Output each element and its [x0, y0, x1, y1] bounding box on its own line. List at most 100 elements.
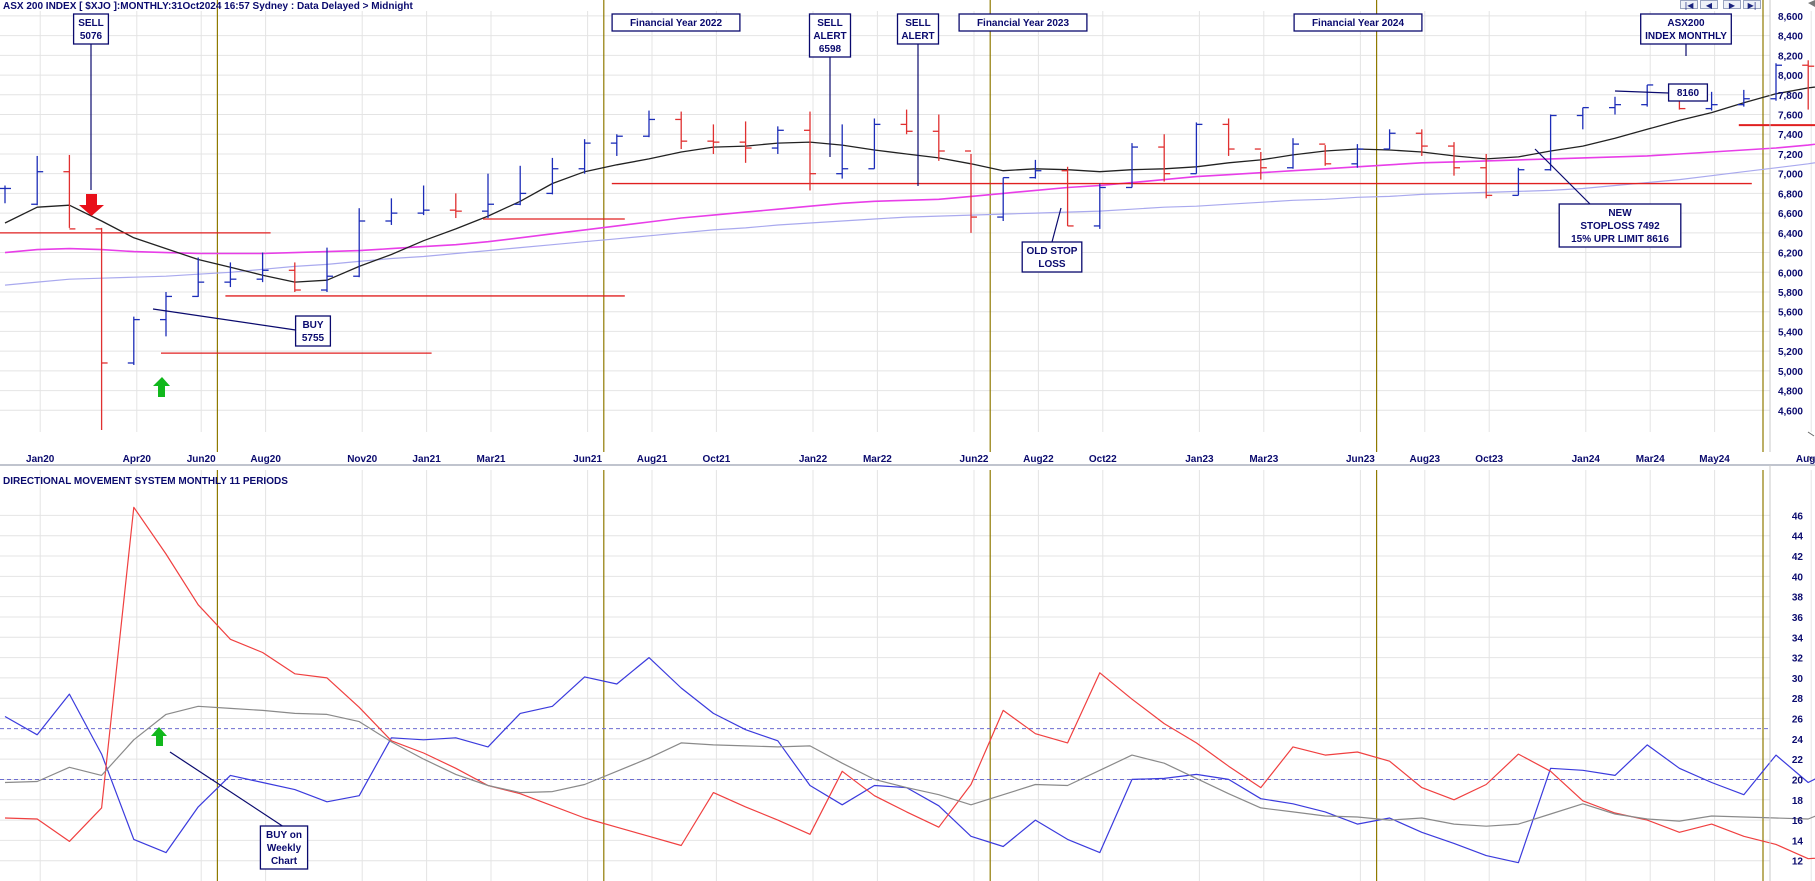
dmi-y-tick-label: 30 [1792, 674, 1804, 685]
ohlc-bar [610, 134, 623, 156]
price-y-tick-label: 7,400 [1778, 130, 1803, 141]
sell-alert-6598-box-text: 6598 [819, 44, 842, 55]
price-y-tick-label: 5,400 [1778, 327, 1803, 338]
ohlc-bar [256, 252, 269, 283]
buy-weekly-box-text: Weekly [267, 843, 302, 854]
ohlc-bar [1480, 153, 1493, 199]
dmi-y-tick-label: 18 [1792, 796, 1804, 807]
price-y-tick-label: 6,600 [1778, 209, 1803, 220]
annotation-leader [152, 308, 296, 331]
buy-weekly-box: BUY on Weekly Chart [259, 825, 309, 870]
annotation-leader [169, 751, 283, 827]
axis-scroll-marker [1807, 455, 1815, 461]
ohlc-bar [1802, 60, 1815, 110]
ohlc-bar [417, 185, 430, 216]
financial-year-lines [216, 0, 1764, 881]
price-y-tick-label: 7,000 [1778, 170, 1803, 181]
ohlc-bar [1609, 96, 1621, 115]
new-stoploss-box-text: 15% UPR LIMIT 8616 [1571, 234, 1669, 245]
new-stoploss-box: NEW STOPLOSS 7492 15% UPR LIMIT 8616 [1558, 203, 1682, 248]
dmi-y-tick-label: 46 [1792, 511, 1804, 522]
ohlc-bar [868, 118, 881, 170]
price-y-tick-label: 8,600 [1778, 12, 1803, 23]
ohlc-bar [1029, 159, 1042, 179]
moving-average-short [4, 86, 1815, 283]
x-tick-label: Jun21 [573, 454, 602, 465]
fy-2024-label-text: Financial Year 2024 [1312, 18, 1405, 29]
ohlc-bar [160, 291, 172, 337]
price-y-tick-label: 4,800 [1778, 387, 1803, 398]
ohlc-bar [449, 193, 462, 219]
ohlc-bar [288, 262, 301, 292]
price-y-tick-label: 5,000 [1778, 367, 1803, 378]
dmi-y-tick-label: 40 [1792, 572, 1804, 583]
dmi-y-tick-label: 12 [1792, 857, 1804, 868]
dmi-line-minus_di [4, 506, 1815, 860]
ohlc-bar [1061, 166, 1074, 227]
price-y-tick-label: 8,000 [1778, 71, 1803, 82]
last-8160-box-frame [1667, 83, 1709, 102]
ohlc-bar [1641, 84, 1654, 107]
moving-average-long [4, 162, 1815, 286]
old-stop-loss-box: OLD STOP LOSS [1021, 241, 1083, 273]
old-stop-loss-box-frame [1021, 241, 1083, 273]
dmi-panel-title: DIRECTIONAL MOVEMENT SYSTEM MONTHLY 11 P… [3, 476, 288, 487]
ohlc-bar [1287, 138, 1299, 169]
x-tick-label: Jan21 [412, 454, 441, 465]
ohlc-bar [739, 121, 752, 163]
price-y-tick-label: 7,200 [1778, 150, 1803, 161]
x-tick-label: Aug20 [250, 454, 281, 465]
ohlc-bar [932, 114, 945, 161]
x-tick-label: Nov20 [347, 454, 377, 465]
ohlc-bar [643, 110, 655, 138]
dmi-y-tick-label: 22 [1792, 755, 1804, 766]
price-y-tick-label: 5,200 [1778, 347, 1803, 358]
dmi-y-tick-label: 32 [1792, 654, 1804, 665]
sell-alert-6598-box: SELL ALERT 6598 [808, 13, 852, 58]
asx200-monthly-box-text: INDEX MONTHLY [1645, 31, 1727, 42]
ohlc-bar [1093, 183, 1106, 229]
dmi-y-tick-label: 24 [1792, 735, 1804, 746]
ohlc-bar [965, 150, 977, 233]
ohlc-bar [0, 185, 11, 204]
x-tick-label: Oct23 [1475, 454, 1503, 465]
buy-5755-box-frame [294, 315, 332, 347]
annotation-boxes: SELL 5076 Financial Year 2022 SELL ALERT 6598… [72, 13, 1732, 870]
ohlc-bar [1770, 63, 1782, 101]
price-y-tick-label: 7,600 [1778, 111, 1803, 122]
buy-weekly-box-text: Chart [271, 856, 298, 867]
fy-2022-label-frame [611, 13, 741, 32]
ohlc-bar [1383, 129, 1396, 150]
ohlc-bar [353, 208, 366, 278]
nav-first-button[interactable]: |◀ [1680, 0, 1698, 10]
dmi-y-tick-label: 36 [1792, 613, 1804, 624]
dmi-y-tick-label: 44 [1792, 532, 1804, 543]
fy-2023-label-text: Financial Year 2023 [977, 18, 1070, 29]
x-tick-label: Aug22 [1023, 454, 1054, 465]
new-stoploss-box-text: NEW [1608, 208, 1632, 219]
x-tick-label: Jan24 [1572, 454, 1601, 465]
sell-5076-box: SELL 5076 [72, 13, 110, 45]
nav-next-button[interactable]: ▶ [1723, 0, 1741, 10]
ohlc-bar [1319, 143, 1332, 166]
dmi-y-tick-label: 38 [1792, 593, 1804, 604]
nav-prev-button[interactable]: ◀ [1700, 0, 1718, 10]
buy-weekly-up-arrow [151, 727, 167, 746]
buy-5755-box-text: 5755 [302, 333, 325, 344]
x-tick-label: Jan23 [1185, 454, 1214, 465]
x-tick-label: Mar23 [1249, 454, 1278, 465]
sell-down-arrow [79, 194, 104, 216]
grid-layer [0, 11, 1812, 881]
ohlc-bar [31, 155, 44, 206]
x-tick-label: Mar21 [477, 454, 506, 465]
ohlc-bar [771, 126, 784, 154]
fy-2022-label: Financial Year 2022 [611, 13, 741, 32]
x-tick-label: Oct21 [703, 454, 731, 465]
ohlc-bar [95, 227, 108, 431]
nav-last-button[interactable]: ▶| [1743, 0, 1761, 10]
x-tick-label: Jan20 [26, 454, 55, 465]
ohlc-bar [578, 139, 591, 174]
asx200-monthly-box-text: ASX200 [1667, 18, 1705, 29]
x-tick-label: Mar24 [1636, 454, 1665, 465]
